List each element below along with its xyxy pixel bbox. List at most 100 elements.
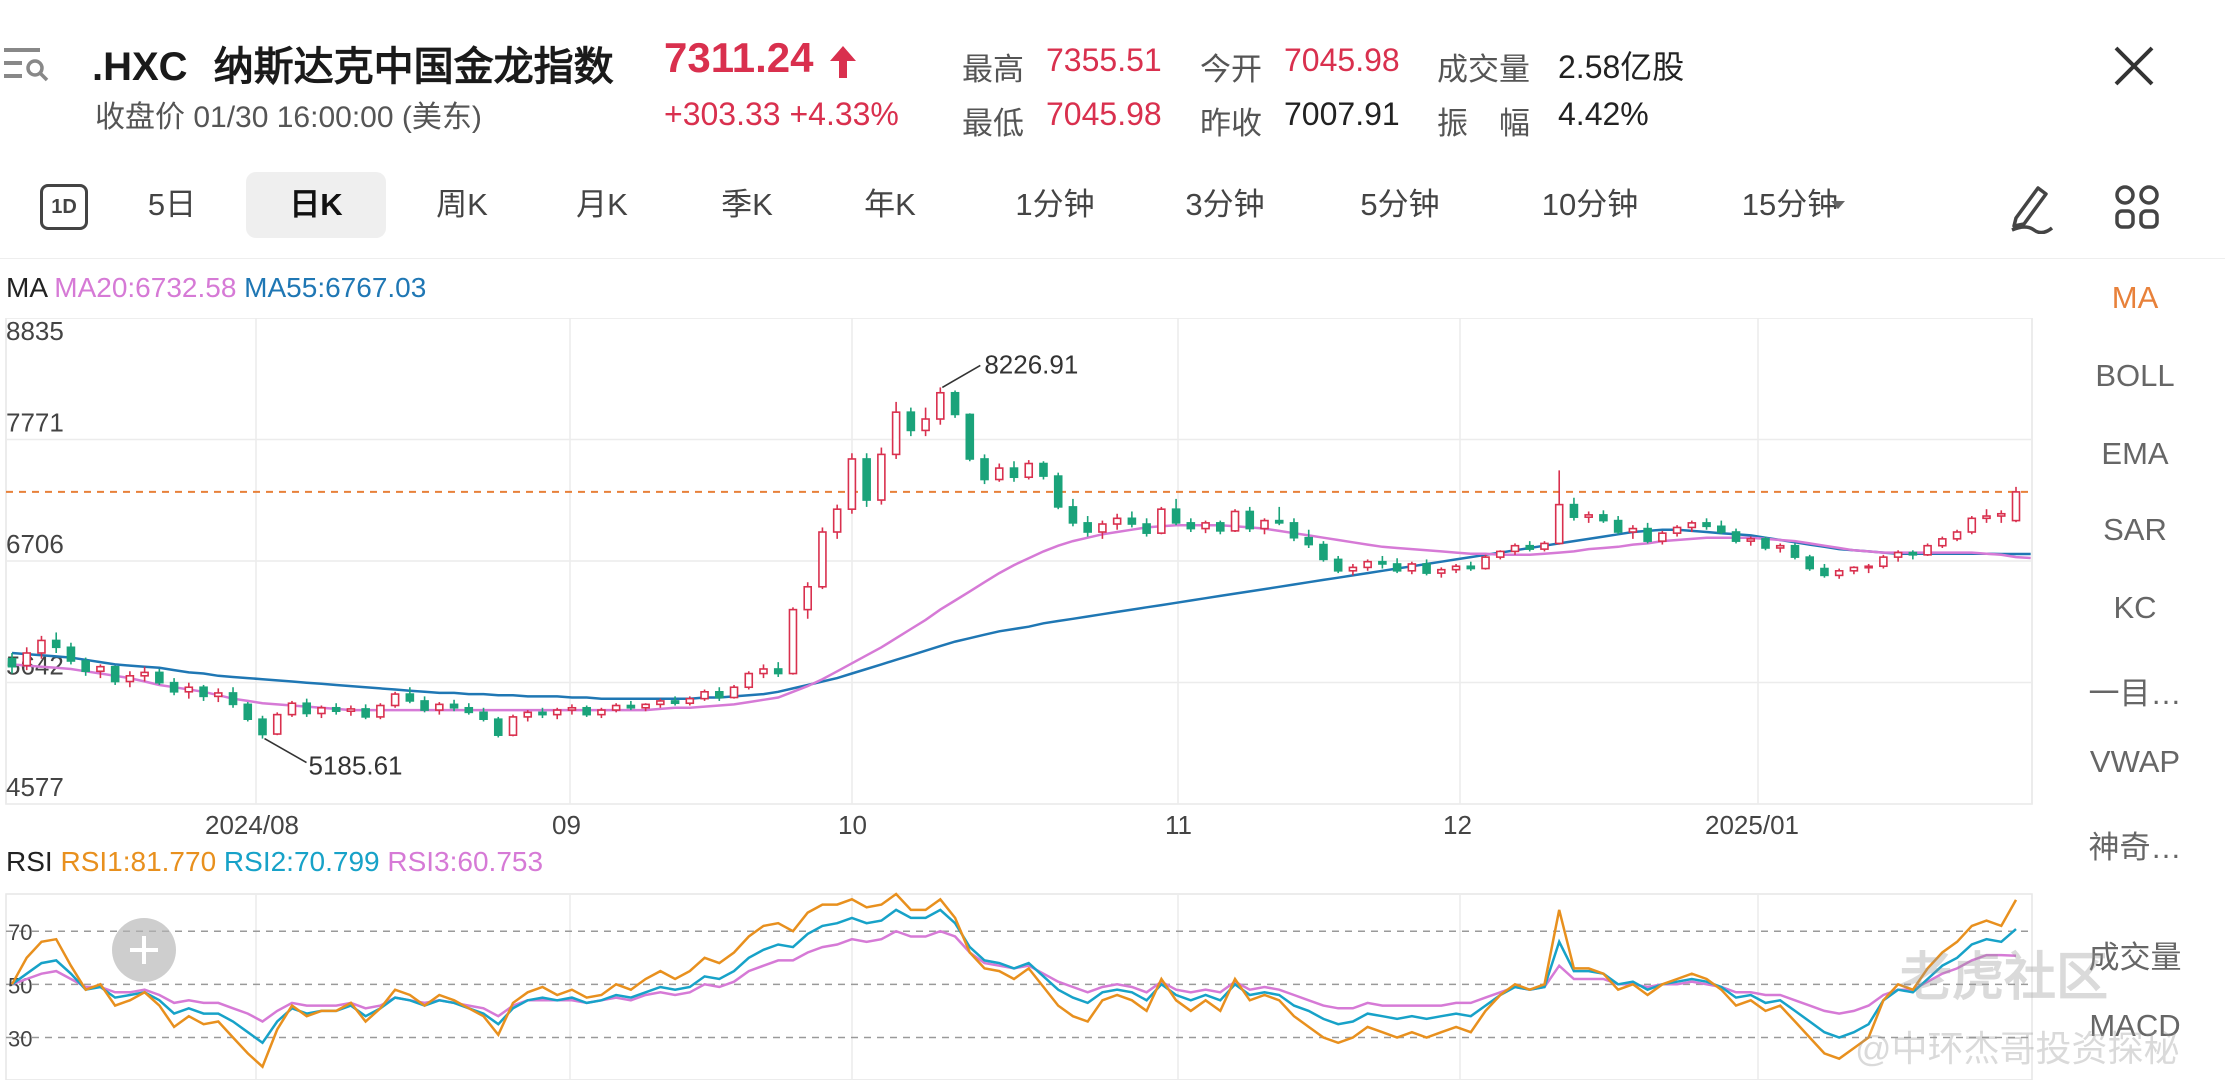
- candle-body: [1481, 556, 1490, 570]
- rsi-frame: [5, 893, 2033, 1080]
- candle-body: [479, 711, 488, 720]
- price-change: +303.33 +4.33%: [664, 96, 899, 132]
- ma55-line: [11, 528, 2031, 700]
- candle-body: [287, 702, 297, 716]
- indicator-6[interactable]: VWAP: [2089, 744, 2181, 779]
- candle-body: [1982, 515, 1991, 520]
- ma-legend[interactable]: MA MA20:6732.58 MA55:6767.03: [6, 272, 426, 304]
- candle: [626, 700, 636, 711]
- candle-body: [1039, 462, 1048, 477]
- indicator-5[interactable]: 一目…: [2088, 676, 2182, 711]
- candle-body: [1554, 503, 1564, 545]
- candle: [1289, 518, 1299, 542]
- tab-6[interactable]: 年K: [864, 187, 916, 222]
- candle: [1437, 567, 1446, 578]
- candle-body: [435, 703, 444, 711]
- indicator-2[interactable]: EMA: [2101, 436, 2169, 471]
- candle-body: [965, 413, 975, 460]
- candle-body: [1157, 508, 1166, 534]
- indicator-0[interactable]: MA: [2111, 280, 2159, 315]
- candle-body: [1378, 560, 1387, 565]
- candle: [685, 696, 695, 706]
- tab-1[interactable]: 5日: [147, 187, 197, 222]
- indicator-3[interactable]: SAR: [2103, 512, 2167, 547]
- indicator-4[interactable]: KC: [2113, 590, 2157, 625]
- candle: [1466, 561, 1476, 571]
- indicator-7[interactable]: 神奇…: [2088, 830, 2182, 865]
- indicator-8[interactable]: 成交量: [2088, 940, 2182, 975]
- candle: [1009, 461, 1019, 482]
- candle-body: [2011, 491, 2021, 522]
- candle: [1864, 563, 1873, 574]
- menu-icon[interactable]: [0, 38, 52, 88]
- candle: [523, 710, 533, 722]
- candle: [1098, 520, 1107, 539]
- layout-grid-icon[interactable]: [2114, 184, 2160, 230]
- tab-2[interactable]: 日K: [246, 172, 386, 238]
- tab-10[interactable]: 10分钟: [1541, 187, 1639, 222]
- candle-body: [567, 706, 577, 711]
- candle: [1378, 555, 1387, 569]
- tab-5[interactable]: 季K: [721, 187, 773, 222]
- candle-body: [37, 639, 46, 654]
- candle: [862, 453, 871, 507]
- tab-8[interactable]: 3分钟: [1185, 187, 1265, 222]
- candle-body: [1879, 556, 1888, 568]
- candle-body: [1407, 563, 1417, 572]
- candle-body: [1938, 538, 1947, 547]
- candle-body: [1908, 551, 1918, 556]
- candle: [965, 413, 975, 462]
- indicator-9[interactable]: MACD: [2089, 1008, 2181, 1043]
- candle: [1584, 511, 1593, 523]
- candle: [1908, 550, 1918, 560]
- tab-9[interactable]: 5分钟: [1360, 187, 1440, 222]
- candle-body: [449, 703, 459, 709]
- candle: [759, 664, 768, 679]
- indicator-1[interactable]: BOLL: [2095, 358, 2175, 393]
- candle-body: [243, 703, 253, 720]
- tab-3[interactable]: 周K: [436, 187, 488, 222]
- close-icon[interactable]: [2108, 40, 2160, 92]
- candle-body: [66, 646, 76, 662]
- tab-11[interactable]: 15分钟: [1741, 187, 1839, 222]
- index-symbol: .HXC: [92, 45, 188, 89]
- candle-body: [331, 706, 341, 713]
- candle-body: [1746, 538, 1756, 542]
- tab-1d[interactable]: 1D: [40, 184, 88, 230]
- candle: [1790, 543, 1800, 560]
- ma-legend-prefix: MA: [6, 272, 47, 303]
- candle: [670, 696, 680, 706]
- candle-body: [950, 391, 960, 416]
- caret-down-icon[interactable]: [1830, 198, 1846, 216]
- candle: [1761, 536, 1770, 551]
- tab-4[interactable]: 月K: [576, 187, 628, 222]
- candle: [1525, 541, 1535, 552]
- candle-body: [1834, 570, 1844, 577]
- close-time-label: 收盘价 01/30 16:00:00 (美东): [95, 101, 482, 134]
- candle: [302, 698, 312, 717]
- candle: [1849, 566, 1859, 575]
- candle-body: [1230, 510, 1240, 532]
- candle: [729, 684, 739, 699]
- rsi-legend[interactable]: RSI RSI1:81.770 RSI2:70.799 RSI3:60.753: [6, 846, 543, 878]
- candle-body: [1996, 512, 2006, 517]
- candle-body: [1260, 519, 1269, 530]
- candle: [847, 453, 857, 514]
- candle-body: [597, 709, 606, 716]
- candle: [1024, 460, 1034, 480]
- candle: [331, 703, 341, 715]
- candle-body: [1245, 510, 1255, 530]
- candle-body: [1363, 560, 1372, 569]
- divider: [0, 258, 2225, 259]
- candle: [1363, 559, 1372, 571]
- pencil-draw-icon[interactable]: [2006, 180, 2056, 235]
- rsi-tick-label: 70: [8, 920, 32, 945]
- candle-body: [390, 693, 400, 707]
- tab-7[interactable]: 1分钟: [1015, 187, 1095, 222]
- index-name: 纳斯达克中国金龙指数: [213, 45, 614, 89]
- ma20-legend: MA20:6732.58: [54, 272, 237, 303]
- ma55-legend: MA55:6767.03: [244, 272, 427, 303]
- add-indicator-button[interactable]: [112, 918, 176, 982]
